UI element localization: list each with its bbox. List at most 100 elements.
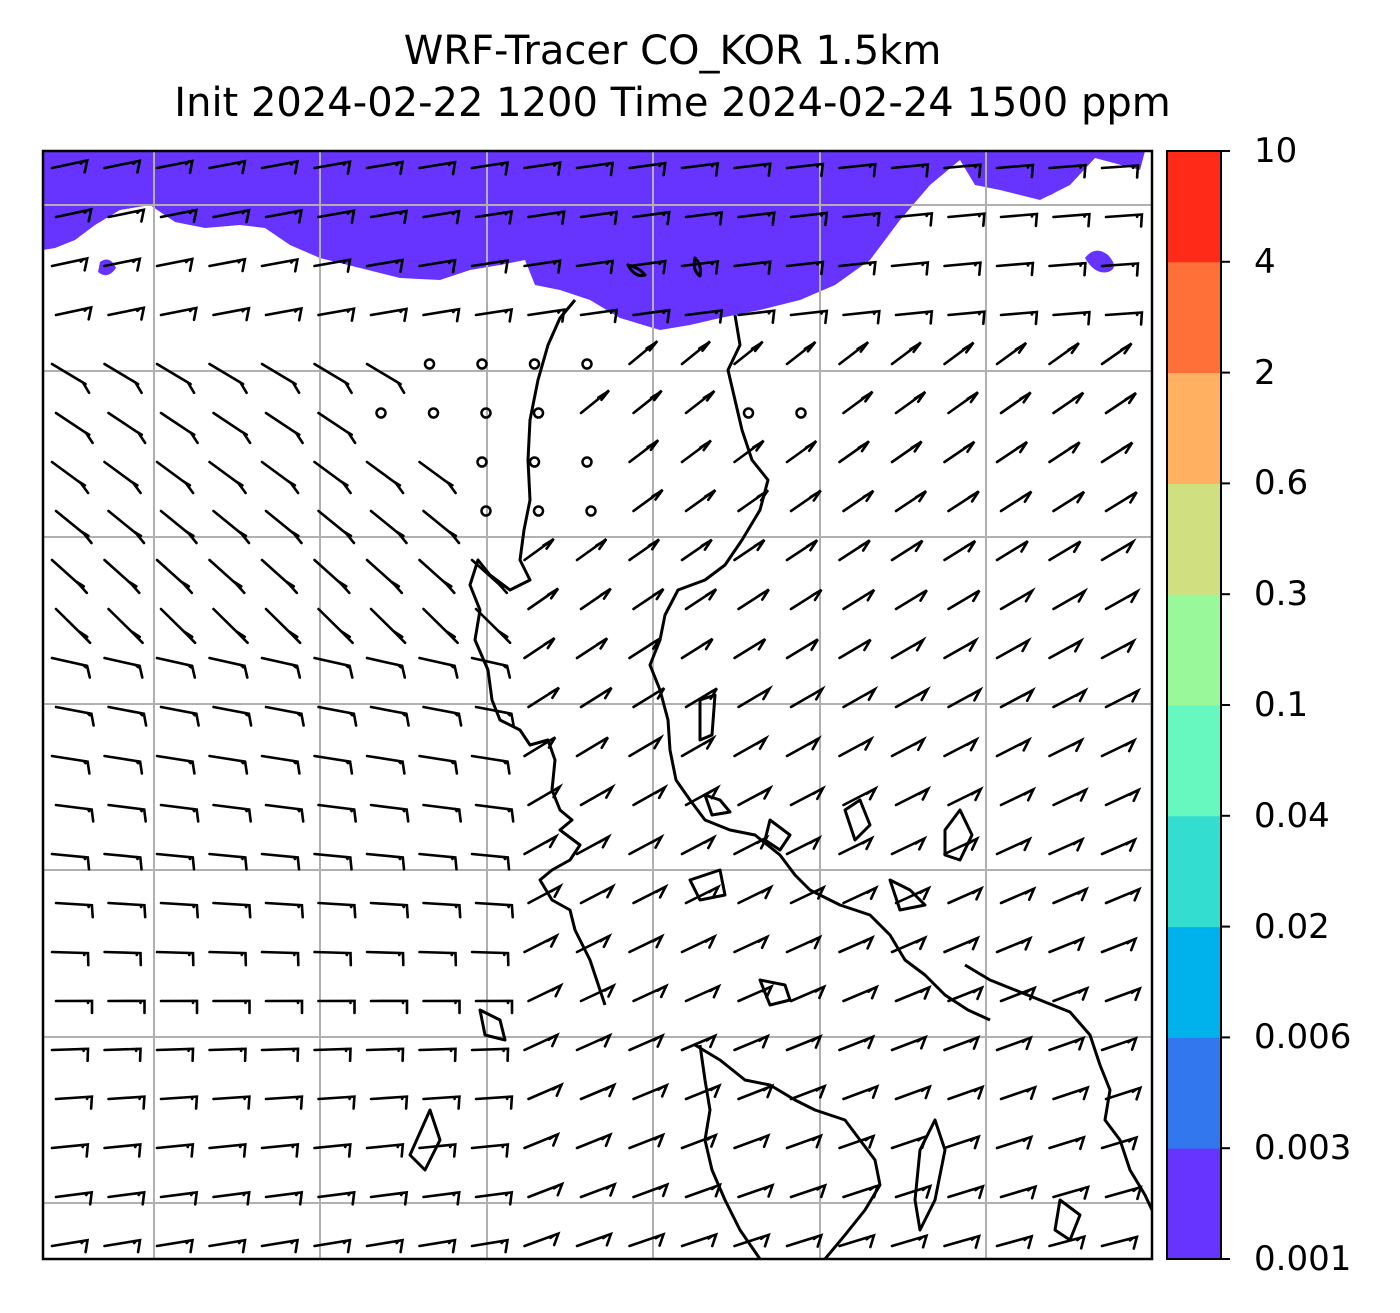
wind-barb <box>737 784 774 807</box>
wind-barb <box>159 509 198 545</box>
wind-barb <box>737 211 776 226</box>
wind-barb <box>842 489 875 513</box>
wind-barb <box>947 1184 985 1200</box>
wind-barb <box>1104 986 1143 1003</box>
wind-barb <box>54 705 95 727</box>
wind-barb <box>260 362 301 395</box>
wind-barb <box>103 1047 142 1063</box>
wind-barb <box>785 638 819 660</box>
wind-barb <box>155 1143 195 1158</box>
wind-barb <box>680 260 720 275</box>
wind-barb <box>999 212 1039 228</box>
wind-barb <box>1052 212 1091 228</box>
wind-barb <box>785 1233 824 1248</box>
wind-barb <box>733 260 772 275</box>
colorbar-segment <box>1167 926 1221 1038</box>
wind-barb <box>894 885 932 905</box>
wind-barb <box>1052 391 1085 415</box>
wind-barb <box>422 209 461 225</box>
wind-barb <box>369 705 410 727</box>
wind-barb <box>943 341 975 366</box>
wind-barb <box>575 933 613 954</box>
wind-barb <box>369 901 409 919</box>
wind-barb <box>1052 587 1089 611</box>
calm-wind-marker <box>480 505 492 517</box>
wind-barb <box>54 305 93 321</box>
wind-barb <box>684 211 724 226</box>
wind-barb <box>54 901 94 919</box>
wind-barb <box>208 558 246 595</box>
wind-barb <box>54 1190 94 1206</box>
wind-barb <box>684 1182 723 1199</box>
wind-barb <box>1100 164 1140 179</box>
wind-barb <box>365 1238 405 1254</box>
coastlines <box>408 256 1152 1259</box>
wind-barb <box>474 1095 514 1110</box>
wind-barb <box>1100 1036 1139 1052</box>
wind-barb <box>842 588 876 611</box>
wind-barb <box>107 509 146 545</box>
wind-barb <box>523 637 556 660</box>
wind-barb <box>947 985 985 1003</box>
wind-barb <box>1048 936 1086 954</box>
wind-barb <box>527 587 560 611</box>
wind-barb <box>575 538 608 562</box>
wind-barb <box>995 540 1029 562</box>
wind-barb <box>365 1047 405 1063</box>
wind-barb <box>159 705 200 727</box>
south-east-coastline <box>964 963 1152 1211</box>
wind-barb <box>1104 1085 1143 1101</box>
wind-barb <box>155 1238 195 1254</box>
wind-barb <box>1104 491 1138 513</box>
colorbar-tick-label: 0.001 <box>1254 1239 1352 1279</box>
wind-barb <box>579 1082 617 1101</box>
wind-barb <box>894 1184 933 1199</box>
wind-barb <box>999 1184 1038 1200</box>
wind-barb <box>890 1034 928 1052</box>
wind-barb <box>208 1238 247 1254</box>
calm-wind-marker <box>581 456 593 468</box>
wind-barb <box>684 1083 722 1101</box>
wind-barb <box>369 803 410 823</box>
wind-barb <box>894 1084 932 1101</box>
wind-barb <box>313 558 351 595</box>
wind-barb <box>264 705 305 727</box>
wind-barb <box>264 1190 304 1206</box>
colorbar-segment <box>1167 372 1221 484</box>
colorbar-segment <box>1167 594 1221 706</box>
wind-barb <box>579 982 617 1003</box>
wind-barb <box>260 656 302 679</box>
wind-barb <box>999 1085 1038 1101</box>
colorbar-tick-label: 0.02 <box>1254 906 1330 947</box>
wind-barb <box>632 210 671 226</box>
wind-barb <box>418 1143 457 1158</box>
wind-barbs <box>50 158 1144 1254</box>
wind-barb <box>313 1238 352 1254</box>
wind-barb <box>1052 986 1090 1003</box>
wind-barb <box>103 362 143 395</box>
wind-barb <box>684 309 724 324</box>
wind-barb <box>317 1095 356 1110</box>
wind-barb <box>680 1132 718 1150</box>
wind-barb <box>789 1083 827 1101</box>
wind-barb <box>575 259 615 275</box>
wind-barb <box>470 852 511 871</box>
wind-barb <box>50 558 89 595</box>
wind-barb <box>680 340 712 366</box>
wind-barb <box>474 999 514 1015</box>
wind-barb <box>208 362 248 395</box>
wind-barb <box>947 589 981 611</box>
wind-barb <box>943 1234 981 1249</box>
wind-barb <box>260 852 301 871</box>
wind-barb <box>894 490 928 513</box>
wind-barb <box>155 460 195 495</box>
wind-barb <box>680 734 717 758</box>
wind-barb <box>260 558 299 595</box>
wind-barb <box>365 754 406 775</box>
south-coastline <box>694 1043 882 1259</box>
wind-barb <box>733 538 766 562</box>
wind-barb <box>365 460 405 495</box>
wind-barb <box>155 852 196 871</box>
wind-barb <box>632 308 671 324</box>
wind-barb <box>995 261 1035 277</box>
